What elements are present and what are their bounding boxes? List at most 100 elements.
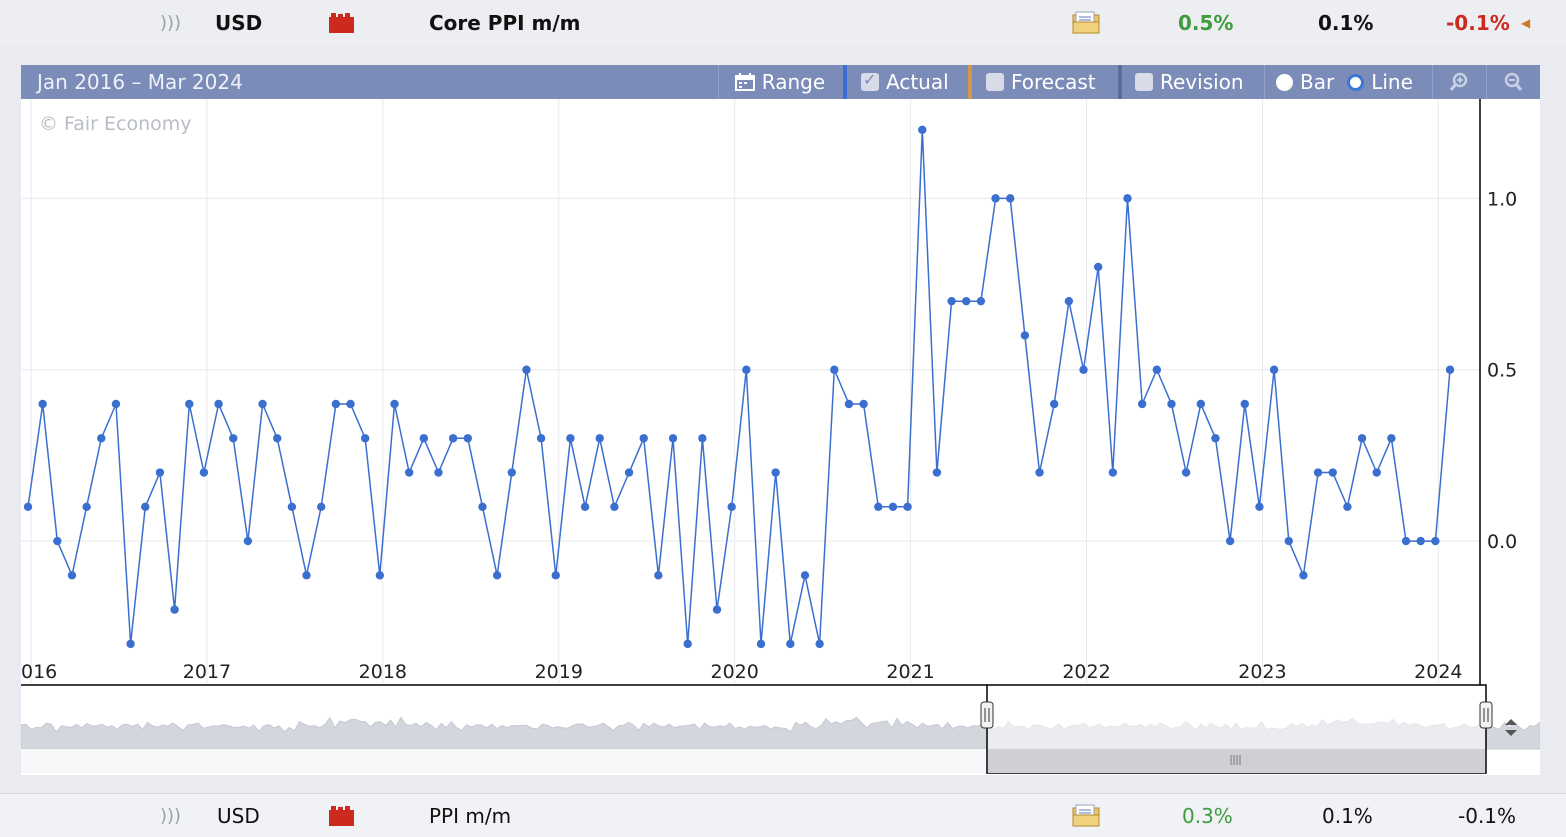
data-point[interactable]	[1445, 365, 1455, 374]
event-name[interactable]: PPI m/m	[429, 803, 512, 828]
data-point[interactable]	[874, 502, 883, 512]
data-point[interactable]	[1343, 502, 1352, 512]
data-point[interactable]	[1152, 365, 1162, 374]
data-point[interactable]	[551, 571, 560, 580]
data-point[interactable]	[1225, 536, 1235, 546]
data-point[interactable]	[243, 536, 253, 546]
data-point[interactable]	[1196, 399, 1206, 409]
range-button[interactable]: Range	[718, 65, 841, 99]
scrollbar-grip-icon[interactable]	[1230, 755, 1241, 765]
data-point[interactable]	[1064, 296, 1074, 306]
data-point[interactable]	[1035, 468, 1044, 477]
navigator-resize-icon[interactable]	[1505, 719, 1517, 736]
data-point[interactable]	[1211, 434, 1220, 443]
sound-icon[interactable]: )))	[160, 805, 182, 826]
line-radio[interactable]	[1347, 73, 1365, 91]
actual-checkbox[interactable]	[861, 70, 879, 91]
folder-icon[interactable]	[1072, 11, 1102, 35]
data-point[interactable]	[522, 365, 531, 374]
data-point[interactable]	[1431, 536, 1440, 546]
data-point[interactable]	[1387, 434, 1396, 443]
data-point[interactable]	[800, 571, 810, 580]
zoom-in-button[interactable]	[1432, 65, 1485, 99]
data-point[interactable]	[756, 639, 766, 649]
data-point[interactable]	[23, 502, 33, 512]
data-point[interactable]	[390, 399, 399, 409]
folder-icon[interactable]	[1072, 804, 1102, 828]
zoom-out-button[interactable]	[1486, 65, 1539, 99]
data-point[interactable]	[1240, 399, 1249, 409]
data-point[interactable]	[507, 468, 516, 477]
data-point[interactable]	[404, 468, 414, 477]
data-point[interactable]	[859, 399, 868, 409]
data-point[interactable]	[1255, 502, 1264, 512]
red-folder-impact-icon[interactable]	[329, 13, 354, 33]
data-point[interactable]	[1269, 365, 1279, 374]
data-point[interactable]	[170, 605, 179, 614]
data-point[interactable]	[448, 434, 458, 443]
data-point[interactable]	[932, 468, 942, 477]
data-point[interactable]	[771, 468, 780, 477]
navigator-right-handle[interactable]	[1479, 701, 1493, 729]
data-point[interactable]	[141, 502, 150, 512]
data-point[interactable]	[580, 502, 590, 512]
data-point[interactable]	[844, 399, 854, 409]
data-point[interactable]	[1299, 571, 1308, 580]
data-point[interactable]	[434, 468, 443, 477]
data-point[interactable]	[595, 434, 604, 443]
data-point[interactable]	[991, 194, 1000, 203]
revision-checkbox[interactable]	[1135, 73, 1153, 91]
data-point[interactable]	[302, 571, 311, 580]
data-point[interactable]	[712, 605, 722, 614]
event-row-core-ppi[interactable]: ))) USD Core PPI m/m 0.5% 0.1% -0.1% ◀	[0, 0, 1566, 46]
data-point[interactable]	[463, 434, 472, 443]
data-point[interactable]	[1093, 262, 1103, 272]
data-point[interactable]	[331, 399, 341, 409]
data-point[interactable]	[1357, 434, 1367, 443]
data-point[interactable]	[67, 571, 77, 580]
data-point[interactable]	[1108, 468, 1118, 477]
data-point[interactable]	[346, 399, 355, 409]
forecast-checkbox[interactable]	[986, 73, 1004, 91]
data-point[interactable]	[1167, 399, 1176, 409]
data-point[interactable]	[903, 502, 912, 512]
navigator[interactable]	[21, 684, 1540, 775]
data-point[interactable]	[727, 502, 736, 512]
data-point[interactable]	[1123, 194, 1132, 203]
red-folder-impact-icon[interactable]	[329, 805, 354, 826]
event-name[interactable]: Core PPI m/m	[429, 11, 581, 35]
data-point[interactable]	[82, 502, 91, 512]
data-point[interactable]	[419, 434, 429, 443]
data-point[interactable]	[947, 296, 956, 306]
data-point[interactable]	[214, 399, 223, 409]
data-point[interactable]	[830, 365, 839, 374]
data-point[interactable]	[624, 468, 634, 477]
data-point[interactable]	[1416, 536, 1425, 546]
sound-icon[interactable]: )))	[160, 12, 182, 34]
data-point[interactable]	[287, 502, 297, 512]
data-point[interactable]	[536, 434, 546, 443]
event-row-ppi[interactable]: ))) USD PPI m/m 0.3% 0.1% -0.1%	[0, 793, 1566, 837]
data-point[interactable]	[742, 365, 751, 374]
data-point[interactable]	[360, 434, 370, 443]
data-point[interactable]	[229, 434, 238, 443]
data-point[interactable]	[1006, 194, 1015, 203]
actual-toggle[interactable]: Actual	[847, 65, 982, 99]
data-point[interactable]	[38, 399, 47, 409]
data-point[interactable]	[962, 296, 971, 306]
data-point[interactable]	[1328, 468, 1337, 477]
line-label[interactable]: Line	[1371, 70, 1413, 94]
data-point[interactable]	[478, 502, 487, 512]
data-point[interactable]	[375, 571, 385, 580]
data-point[interactable]	[492, 571, 502, 580]
data-point[interactable]	[639, 434, 648, 443]
data-point[interactable]	[610, 502, 619, 512]
data-point[interactable]	[1137, 399, 1147, 409]
forecast-toggle[interactable]: Forecast	[972, 65, 1132, 99]
data-point[interactable]	[1284, 536, 1293, 546]
data-point[interactable]	[1020, 331, 1030, 340]
data-point[interactable]	[668, 434, 678, 443]
data-point[interactable]	[111, 399, 121, 409]
data-point[interactable]	[97, 434, 106, 443]
data-point[interactable]	[918, 125, 927, 135]
